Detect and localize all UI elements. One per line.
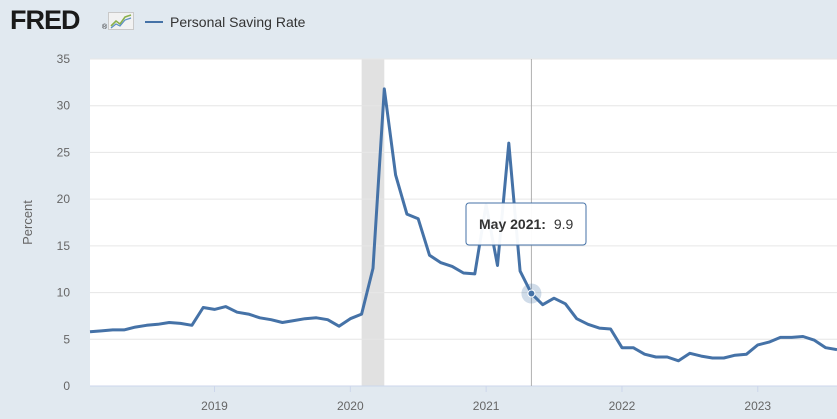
- chart-legend[interactable]: Personal Saving Rate: [145, 14, 305, 30]
- recession-band: [361, 59, 385, 386]
- legend-label: Personal Saving Rate: [170, 14, 306, 30]
- legend-swatch: [145, 21, 163, 23]
- y-axis-label: Percent: [20, 200, 35, 245]
- fred-logo[interactable]: FRED: [10, 5, 80, 35]
- x-tick-label: 2021: [473, 399, 500, 413]
- y-axis-ticks: 0 5 10 15 20 25 30 35: [57, 52, 71, 393]
- x-tick-label: 2023: [744, 399, 771, 413]
- x-axis-ticks: 2019 2020 2021 2022 2023: [201, 386, 771, 413]
- graph-icon: [108, 12, 134, 30]
- x-tick-label: 2020: [337, 399, 364, 413]
- y-tick-label: 10: [57, 286, 71, 300]
- recession-shading: [361, 59, 385, 386]
- y-tick-label: 5: [63, 332, 70, 346]
- tooltip: May 2021: 9.9: [465, 202, 587, 246]
- x-tick-label: 2022: [609, 399, 636, 413]
- tooltip-label: May 2021:: [479, 216, 546, 232]
- y-tick-label: 20: [57, 192, 71, 206]
- registered-mark: ®: [102, 24, 108, 31]
- y-tick-label: 15: [57, 239, 71, 253]
- y-tick-label: 30: [57, 99, 71, 113]
- x-tick-label: 2019: [201, 399, 228, 413]
- chart-header: FRED ® Personal Saving Rate: [0, 0, 837, 46]
- y-tick-label: 35: [57, 52, 71, 66]
- y-tick-label: 0: [63, 379, 70, 393]
- y-tick-label: 25: [57, 145, 71, 159]
- tooltip-text: May 2021: 9.9: [479, 216, 574, 232]
- tooltip-value: 9.9: [554, 216, 574, 232]
- highlight-point[interactable]: [527, 289, 536, 298]
- series-line-personal-saving-rate[interactable]: [89, 87, 837, 363]
- plot-area[interactable]: [90, 59, 837, 386]
- tooltip-box: [465, 202, 587, 246]
